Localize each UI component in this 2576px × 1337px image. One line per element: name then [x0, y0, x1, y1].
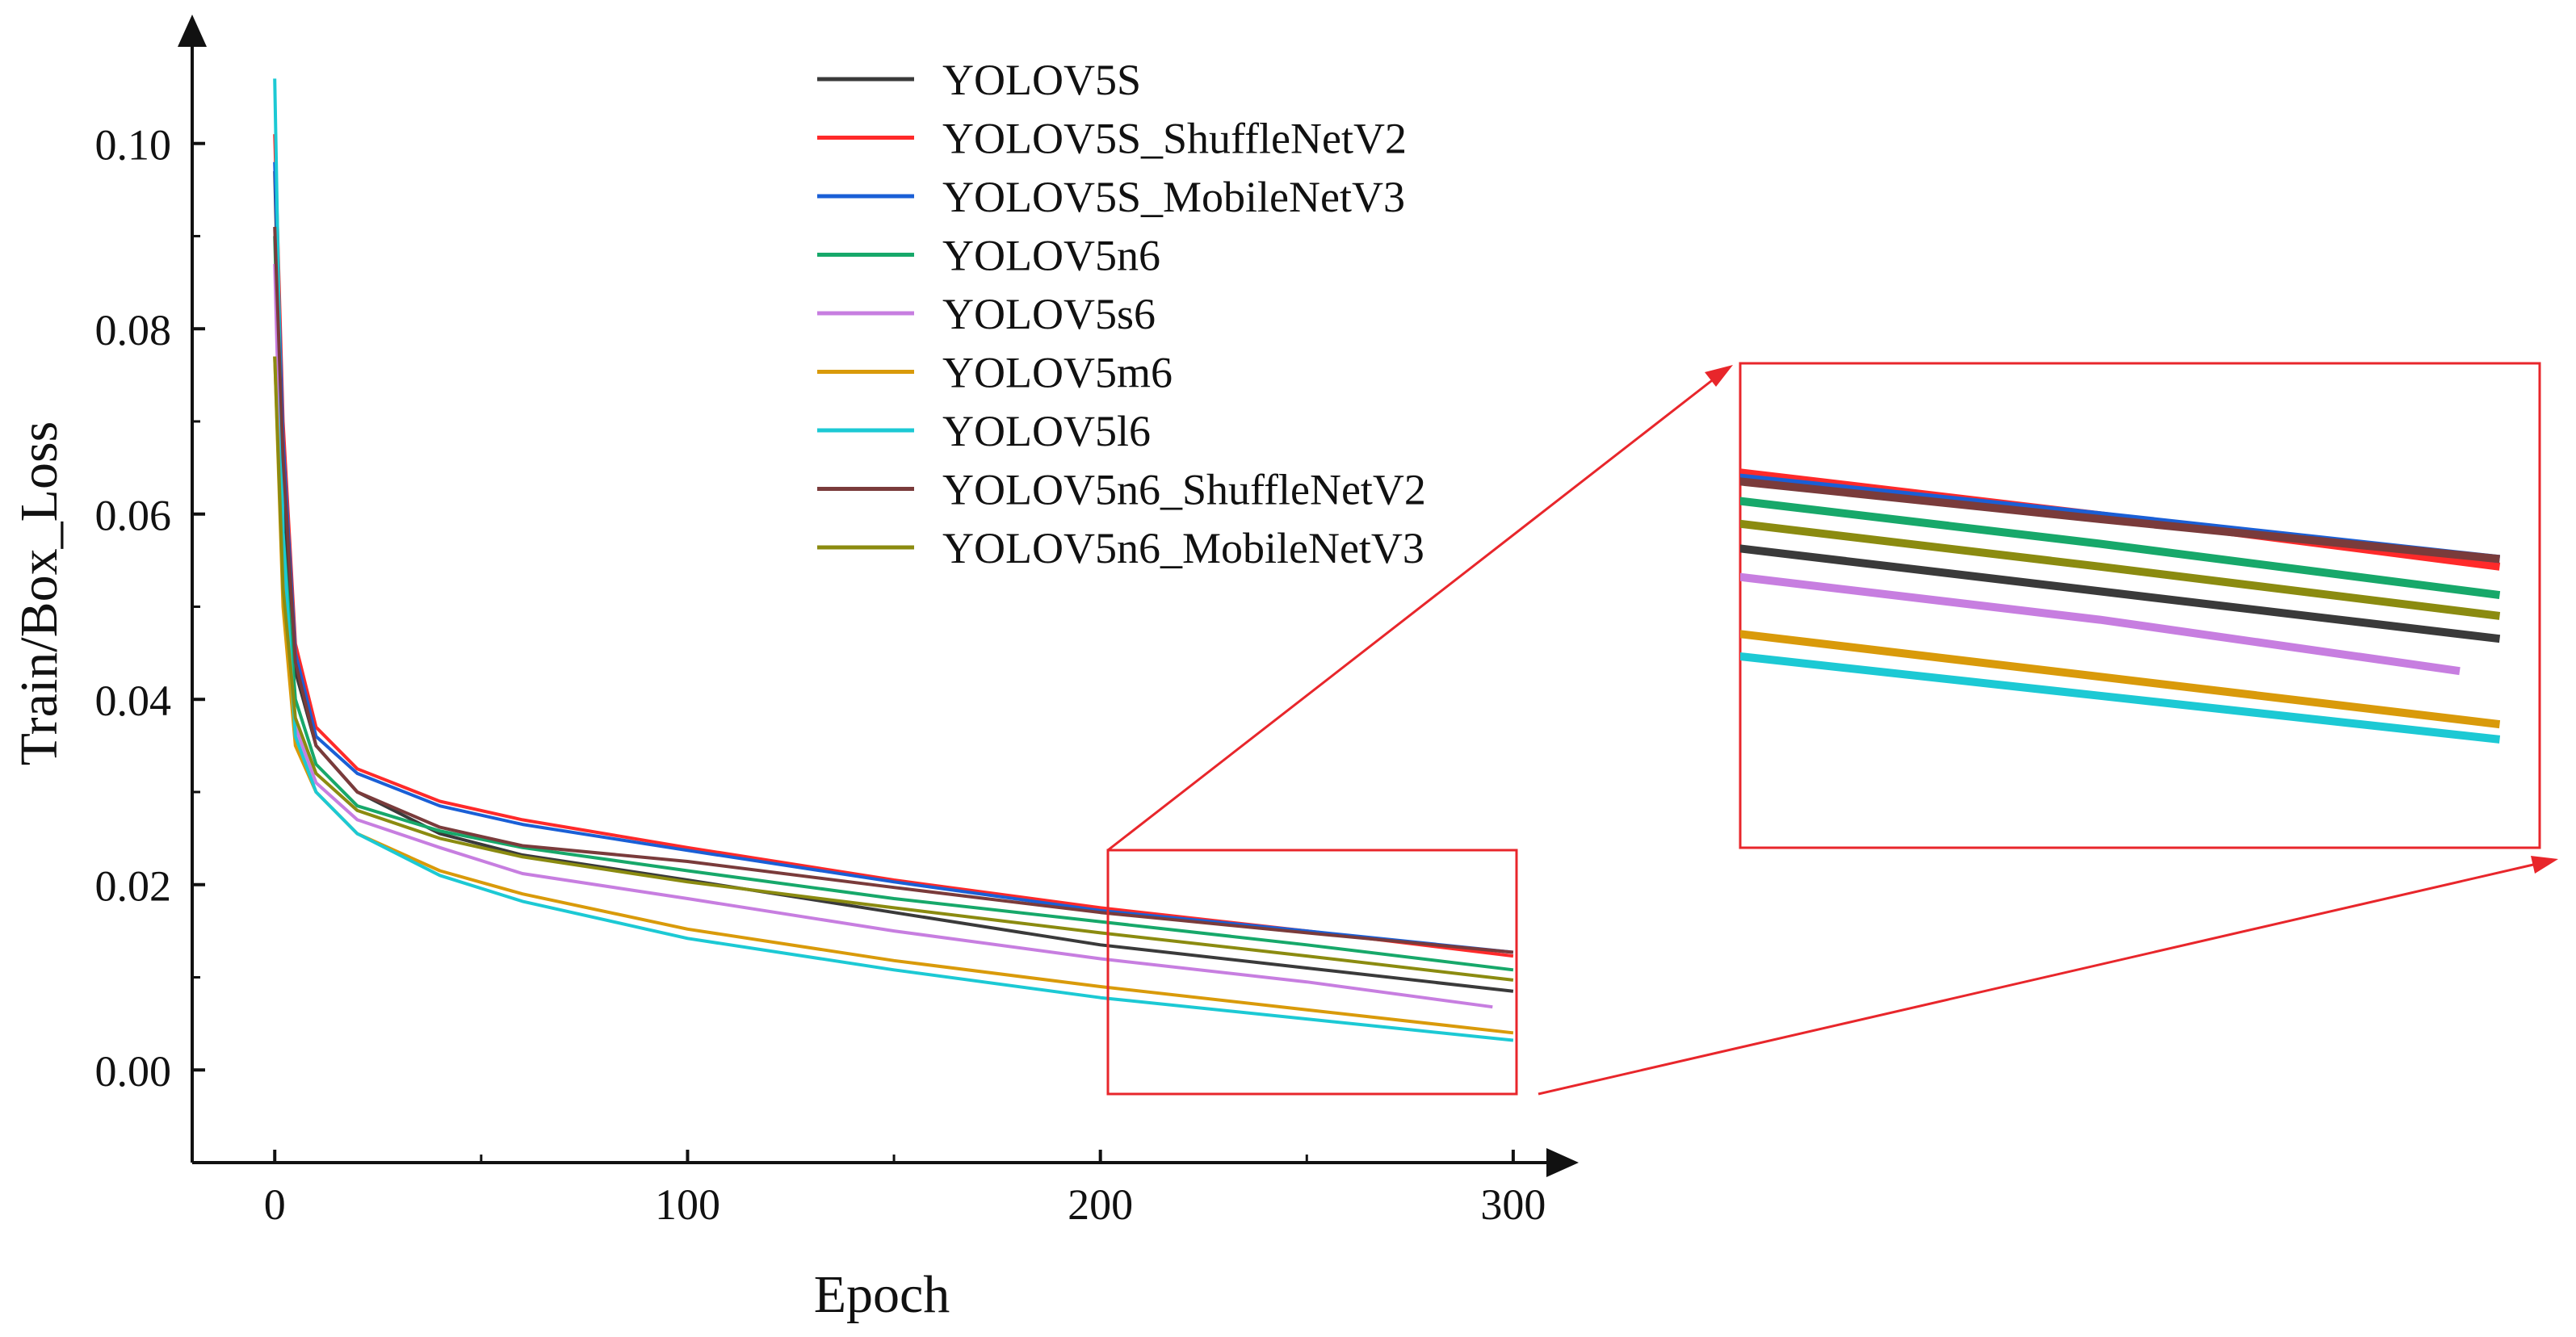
x-tick-label: 100 — [655, 1180, 720, 1229]
y-axis-title: Train/Box_Loss — [10, 421, 69, 766]
zoom-series-line-1 — [1740, 468, 2501, 571]
axes — [178, 15, 1579, 1177]
x-axis-title: Epoch — [814, 1265, 950, 1324]
zoom-connector-top — [1107, 365, 1733, 852]
zoom-inset-series — [1740, 468, 2501, 744]
y-tick-label: 0.06 — [95, 492, 172, 540]
y-tick-label: 0.02 — [95, 862, 172, 911]
zoom-series-line-0 — [1740, 544, 2501, 643]
legend-label-0: YOLOV5S — [942, 56, 1141, 104]
series-line-3 — [273, 236, 1514, 972]
x-tick-label: 300 — [1480, 1180, 1546, 1229]
zoom-series-line-8 — [1740, 519, 2501, 620]
series-line-7 — [273, 226, 1514, 954]
main-plot-series — [273, 78, 1514, 1042]
y-ticks: 0.00 0.02 0.04 0.06 0.08 0.10 — [95, 121, 205, 1096]
zoom-inset-frame — [1739, 362, 2541, 849]
x-axis-arrow — [1546, 1148, 1579, 1177]
series-line-0 — [273, 171, 1514, 993]
zoom-series-line-4 — [1740, 572, 2461, 676]
y-tick-label: 0.04 — [95, 677, 172, 725]
legend-label-1: YOLOV5S_ShuffleNetV2 — [942, 115, 1407, 163]
legend-label-7: YOLOV5n6_ShuffleNetV2 — [942, 466, 1426, 514]
y-tick-label: 0.00 — [95, 1047, 172, 1096]
x-tick-label: 0 — [264, 1180, 286, 1229]
series-line-4 — [273, 263, 1493, 1009]
legend-label-2: YOLOV5S_MobileNetV3 — [942, 173, 1405, 221]
y-tick-label: 0.10 — [95, 121, 172, 170]
zoom-region-box — [1106, 849, 1518, 1096]
legend-label-3: YOLOV5n6 — [942, 232, 1160, 280]
zoom-series-line-3 — [1740, 497, 2501, 600]
x-ticks: 0 100 200 300 — [264, 1150, 1546, 1229]
y-tick-label: 0.08 — [95, 306, 172, 354]
zoom-series-line-6 — [1740, 652, 2501, 744]
legend-label-5: YOLOV5m6 — [942, 349, 1173, 397]
x-tick-label: 200 — [1068, 1180, 1133, 1229]
zoom-series-line-7 — [1740, 477, 2500, 564]
y-axis-arrow — [178, 15, 207, 47]
legend: YOLOV5S YOLOV5S_ShuffleNetV2 YOLOV5S_Mobil… — [817, 56, 1426, 572]
legend-label-8: YOLOV5n6_MobileNetV3 — [942, 524, 1424, 572]
legend-label-6: YOLOV5l6 — [942, 407, 1151, 455]
series-line-8 — [273, 356, 1514, 982]
legend-label-4: YOLOV5s6 — [942, 290, 1156, 338]
zoom-series-line-5 — [1740, 630, 2501, 729]
zoom-connector-bottom — [1538, 856, 2558, 1096]
